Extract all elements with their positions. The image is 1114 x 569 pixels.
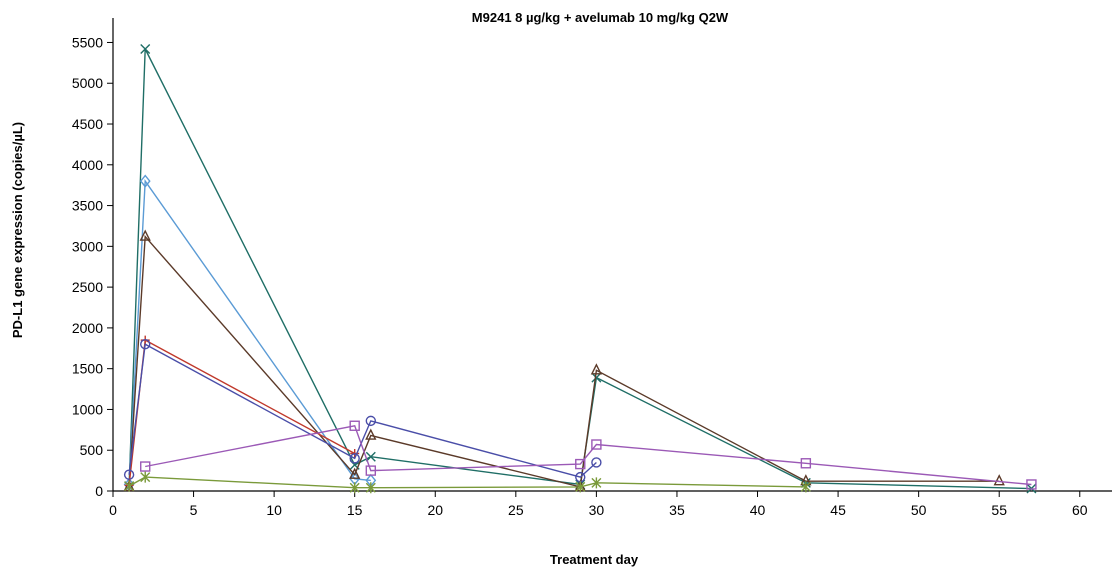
x-tick-label: 25 <box>508 502 524 518</box>
x-tick-label: 30 <box>589 502 605 518</box>
y-tick-label: 0 <box>95 483 103 499</box>
data-point-square <box>575 458 586 470</box>
y-tick-label: 2500 <box>72 279 103 295</box>
data-point-diamond <box>139 174 151 188</box>
x-tick-label: 60 <box>1072 502 1088 518</box>
data-point-triangle <box>139 229 151 241</box>
data-point-asterisk <box>800 481 811 493</box>
y-tick-label: 3000 <box>72 238 103 254</box>
x-tick-label: 15 <box>347 502 363 518</box>
x-tick-label: 20 <box>427 502 443 518</box>
chart-title: M9241 8 µg/kg + avelumab 10 mg/kg Q2W <box>472 10 729 25</box>
data-point-square <box>365 465 377 476</box>
data-point-asterisk <box>591 477 602 489</box>
data-point-x <box>140 43 151 54</box>
series-1 <box>124 43 1037 494</box>
series-6 <box>140 420 1037 490</box>
data-point-triangle <box>993 474 1005 486</box>
data-point-asterisk <box>140 471 151 483</box>
data-point-circle <box>365 415 377 427</box>
series-line <box>128 234 1000 488</box>
data-point-asterisk <box>575 481 586 493</box>
x-tick-label: 50 <box>911 502 927 518</box>
series-line <box>128 476 806 489</box>
y-tick-label: 500 <box>80 442 104 458</box>
y-tick-label: 5000 <box>72 75 103 91</box>
data-point-square <box>1026 479 1037 490</box>
data-point-square <box>800 458 812 469</box>
data-point-triangle <box>365 428 377 440</box>
y-tick-label: 2000 <box>72 320 103 336</box>
x-tick-label: 0 <box>109 502 117 518</box>
data-point-triangle <box>590 363 603 375</box>
data-point-square <box>140 461 151 472</box>
series-5 <box>123 339 602 483</box>
series-7 <box>124 471 811 494</box>
series-line <box>145 424 1032 486</box>
data-point-triangle <box>349 467 361 479</box>
series-4 <box>124 335 360 490</box>
series-line <box>128 179 371 485</box>
x-tick-label: 35 <box>669 502 685 518</box>
y-tick-label: 4000 <box>72 157 103 173</box>
series-line <box>128 48 1032 490</box>
y-tick-label: 1000 <box>72 401 103 417</box>
series-layer <box>123 43 1037 494</box>
data-point-circle <box>140 339 151 350</box>
y-tick-label: 1500 <box>72 361 103 377</box>
data-point-circle <box>123 469 135 480</box>
data-point-square <box>349 420 360 431</box>
x-tick-label: 40 <box>750 502 766 518</box>
series-2 <box>123 174 377 492</box>
x-tick-label: 55 <box>991 502 1007 518</box>
y-tick-label: 5500 <box>72 34 103 50</box>
axes: 0 5 10 15 20 25 30 35 40 45 50 55 60 0 500 1000 1500 2000… <box>72 18 1112 518</box>
data-point-x <box>365 451 376 462</box>
data-point-asterisk <box>365 482 376 494</box>
y-tick-label: 4500 <box>72 116 103 132</box>
x-axis-label: Treatment day <box>550 552 639 567</box>
data-point-circle <box>591 457 602 468</box>
y-tick-label: 3500 <box>72 198 103 214</box>
series-line <box>128 343 597 478</box>
data-point-circle <box>349 453 360 464</box>
data-point-asterisk <box>349 482 360 494</box>
x-tick-label: 45 <box>830 502 846 518</box>
data-point-x <box>591 372 602 383</box>
data-point-square <box>591 439 602 450</box>
y-axis-label: PD-L1 gene expression (copies/µL) <box>10 122 25 338</box>
x-tick-label: 10 <box>266 502 282 518</box>
data-point-asterisk <box>124 480 135 492</box>
x-tick-label: 5 <box>190 502 198 518</box>
